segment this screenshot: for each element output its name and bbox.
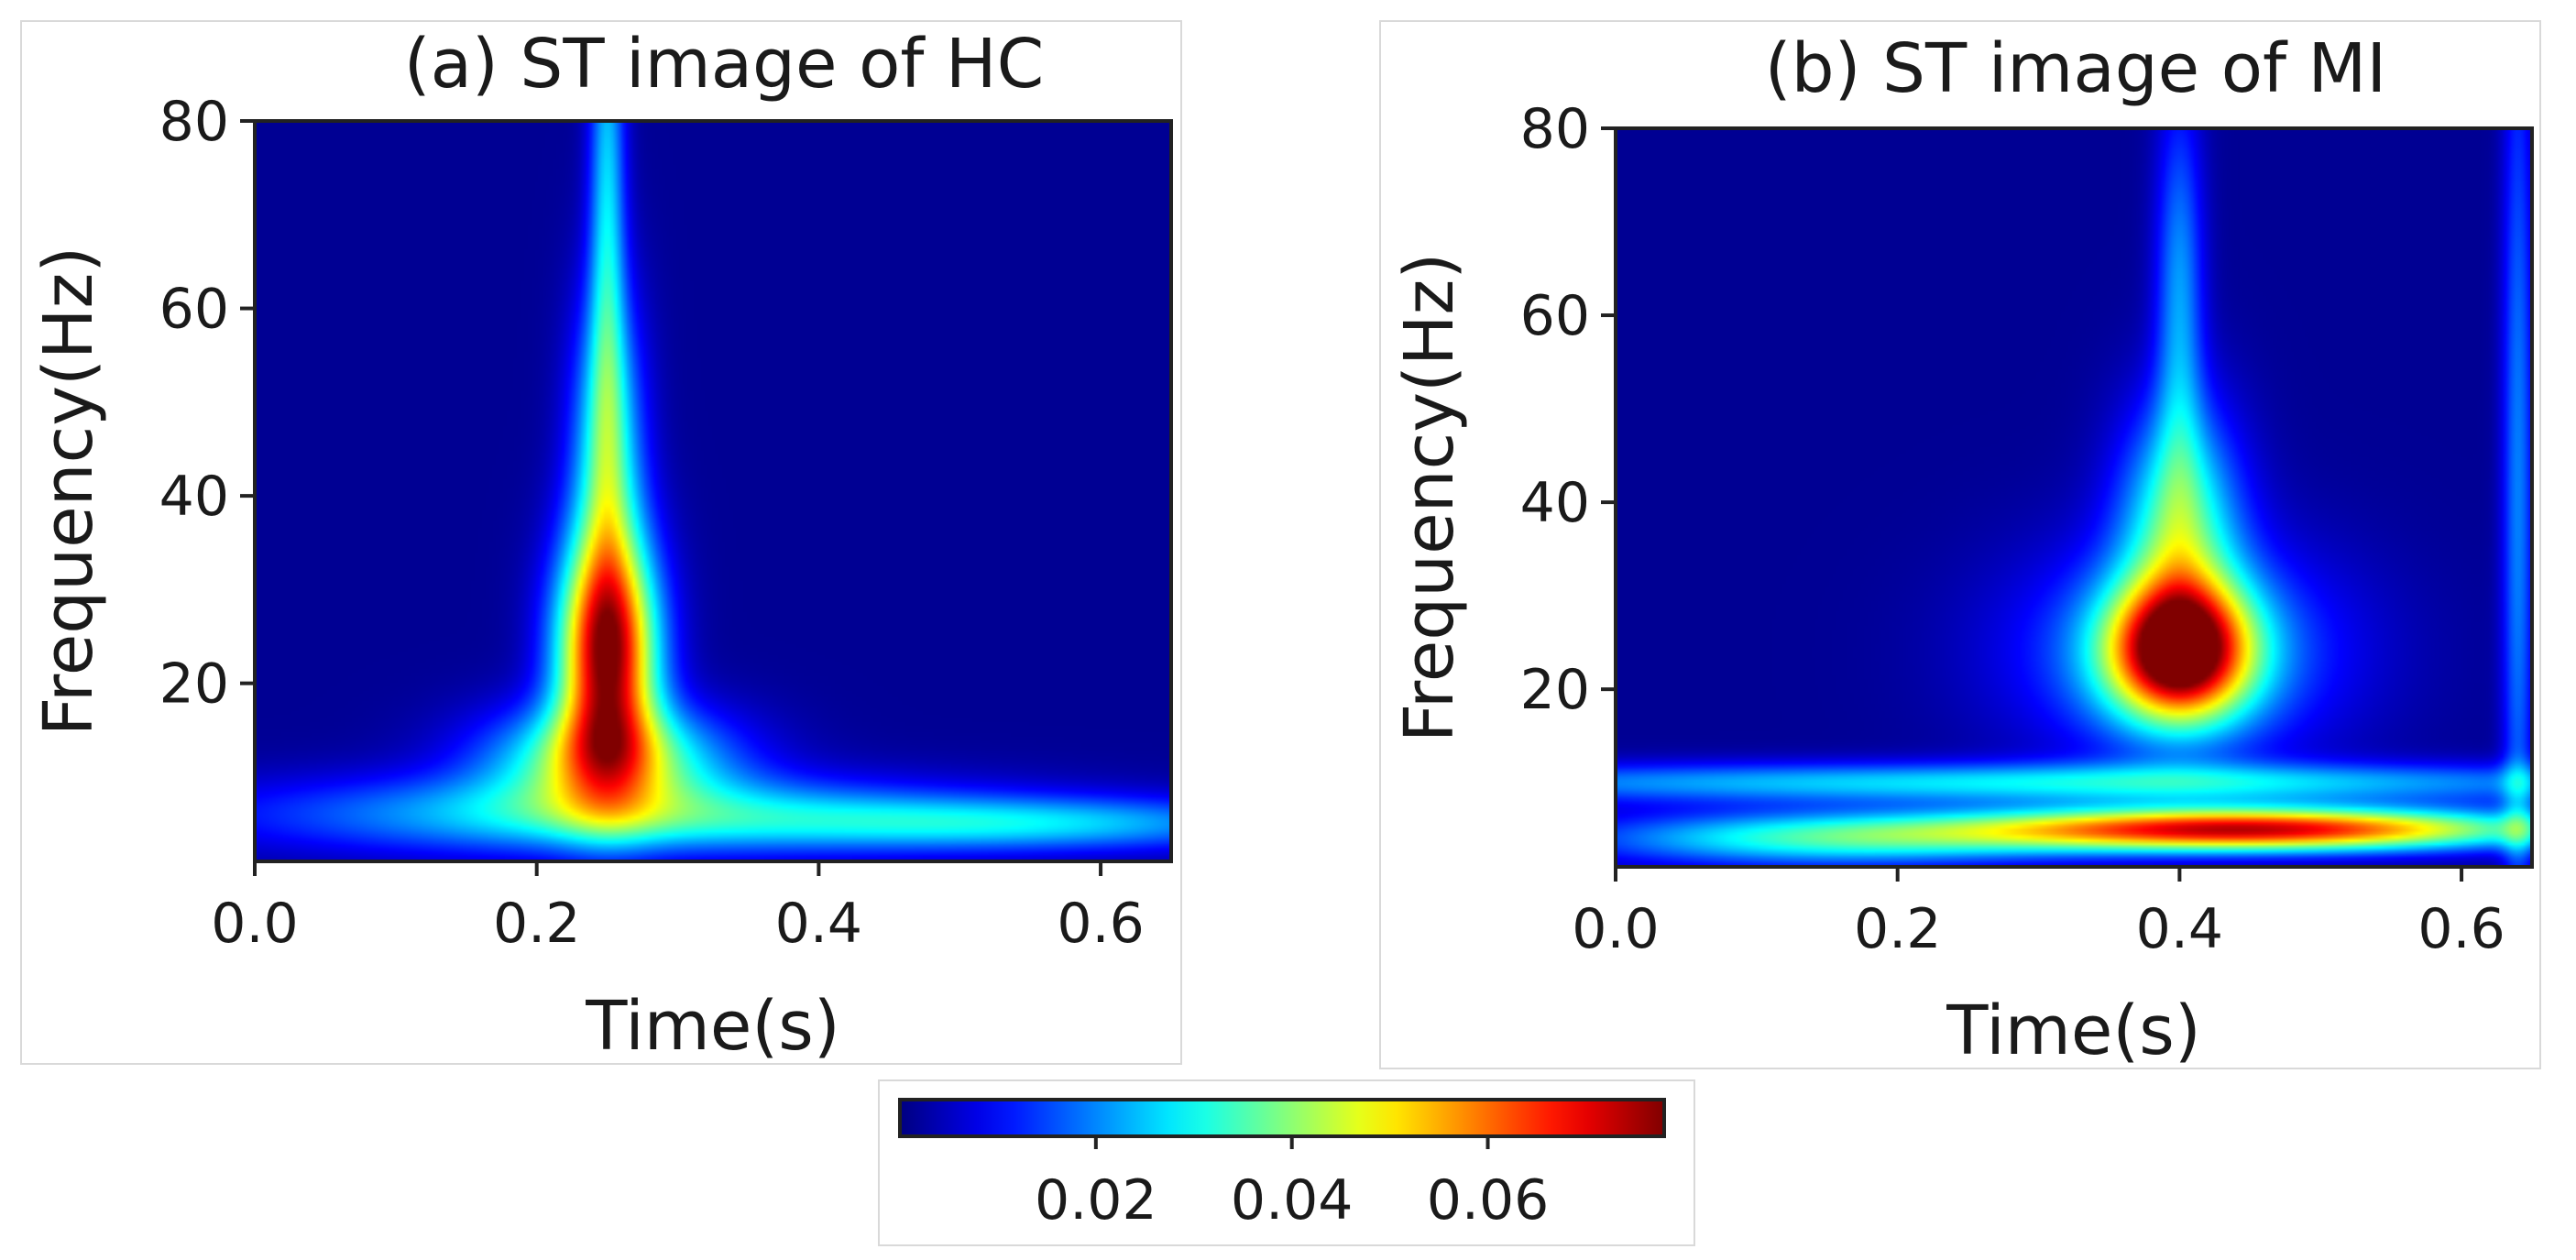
panel-b-xlabel: Time(s) bbox=[1946, 992, 2200, 1070]
panel-b-y-tick-label: 40 bbox=[1520, 471, 1590, 535]
panel-a-x-tick-label: 0.0 bbox=[211, 892, 298, 956]
colorbar-tick-label: 0.04 bbox=[1231, 1168, 1354, 1233]
panel-a-y-tick-label: 40 bbox=[159, 465, 229, 529]
panel-a-y-tick-label: 60 bbox=[159, 278, 229, 342]
heatmap-image bbox=[1616, 128, 2532, 867]
panel-b-x-tick-label: 0.0 bbox=[1572, 897, 1659, 961]
panel-b-x-tick-label: 0.2 bbox=[1854, 897, 1941, 961]
panel-a-y-tick-label: 20 bbox=[159, 652, 229, 717]
panel-a-x-tick-label: 0.6 bbox=[1057, 892, 1144, 956]
panel-b-y-tick-label: 60 bbox=[1520, 284, 1590, 348]
panel-b-x-tick-label: 0.6 bbox=[2417, 897, 2505, 961]
panel-a-title: (a) ST image of HC bbox=[404, 25, 1044, 104]
colorbar: 0.02 0.04 0.06 bbox=[898, 1098, 1666, 1233]
panel-a-ylabel: Frequency(Hz) bbox=[29, 247, 108, 737]
panel-a-x-tick-label: 0.2 bbox=[493, 892, 580, 956]
heatmap-panel-a: (a) ST image of HC Frequency(Hz) Time(s)… bbox=[29, 25, 1173, 1066]
heatmap-panel-b: (b) ST image of MI Frequency(Hz) Time(s)… bbox=[1390, 29, 2534, 1070]
panel-b-y-tick-label: 20 bbox=[1520, 658, 1590, 722]
panel-b-x-tick-label: 0.4 bbox=[2136, 897, 2223, 961]
colorbar-tick-label: 0.02 bbox=[1035, 1168, 1157, 1233]
plot-frame bbox=[253, 119, 1173, 863]
panel-a-xlabel: Time(s) bbox=[585, 987, 839, 1066]
panel-a-x-tick-label: 0.4 bbox=[775, 892, 862, 956]
colorbar-tick-label: 0.06 bbox=[1427, 1168, 1550, 1233]
heatmap-image bbox=[255, 121, 1171, 861]
plot-frame bbox=[1614, 126, 2534, 869]
panel-b-y-tick-label: 80 bbox=[1520, 97, 1590, 161]
colorbar-gradient bbox=[898, 1098, 1666, 1138]
panel-a-y-tick-label: 80 bbox=[159, 90, 229, 154]
panel-b-ylabel: Frequency(Hz) bbox=[1390, 253, 1469, 743]
panel-b-title: (b) ST image of MI bbox=[1765, 29, 2386, 108]
